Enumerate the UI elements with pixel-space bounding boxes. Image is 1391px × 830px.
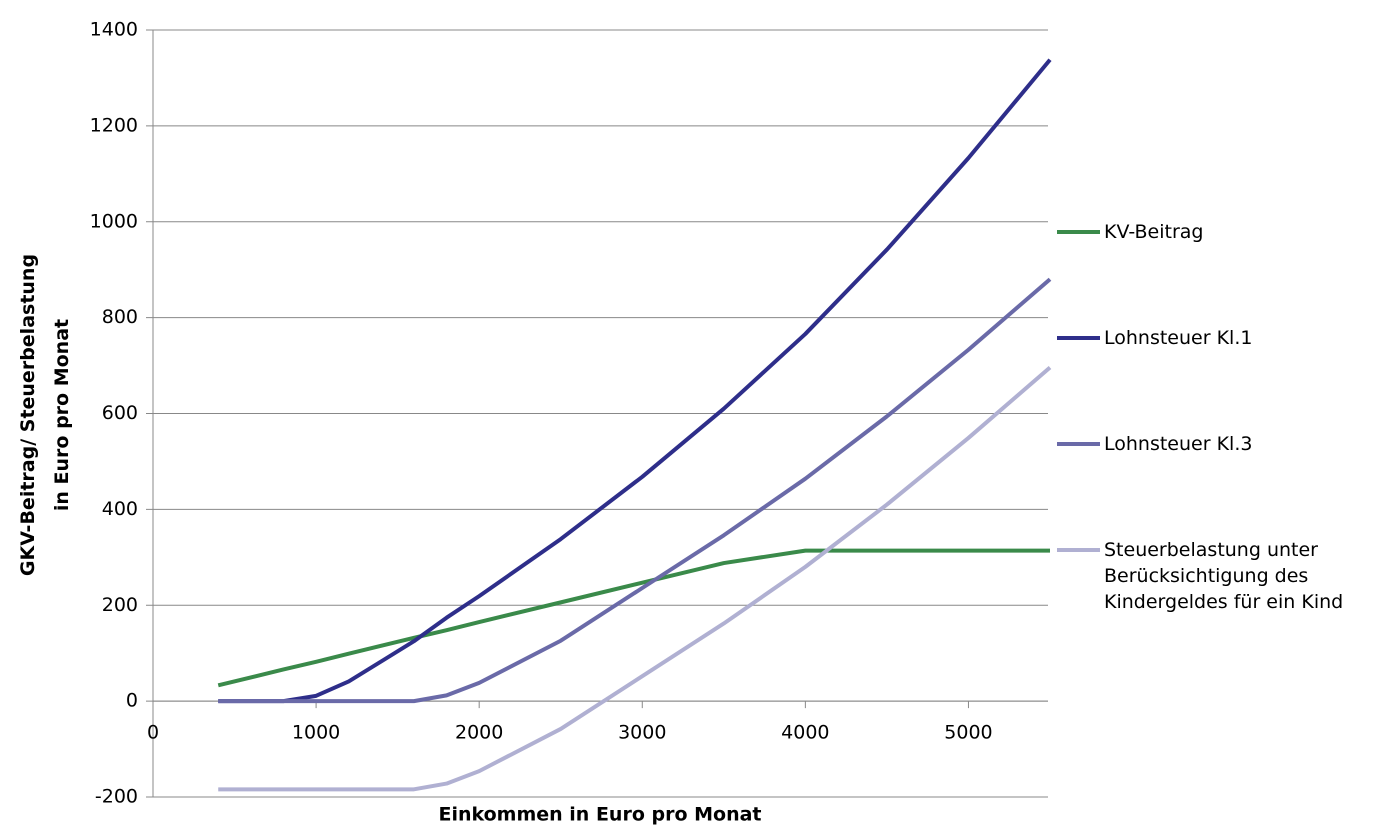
x-tick-label: 2000 [455, 722, 503, 744]
x-tick-label: 4000 [781, 722, 829, 744]
y-tick-label: -200 [95, 786, 138, 808]
legend-label: KV-Beitrag [1104, 221, 1204, 243]
legend-label: Lohnsteuer Kl.3 [1104, 433, 1253, 455]
x-tick-label: 0 [147, 722, 159, 744]
x-tick-label: 1000 [292, 722, 340, 744]
legend-label: Steuerbelastung unter Berücksichtigung d… [1104, 539, 1344, 613]
y-axis-title: GKV-Beitrag/ Steuerbelastung in Euro pro… [17, 253, 73, 577]
series-line [217, 548, 1050, 688]
y-tick-label: 1000 [90, 210, 138, 232]
y-tick-label: 400 [102, 498, 138, 520]
x-axis-title: Einkommen in Euro pro Monat [438, 804, 761, 826]
legend-label: Lohnsteuer Kl.1 [1104, 327, 1253, 349]
y-tick-label: 600 [102, 402, 138, 424]
x-tick-label: 5000 [944, 722, 992, 744]
y-tick-label: 0 [126, 690, 138, 712]
series-line [218, 365, 1052, 792]
y-tick-label: 1200 [90, 114, 138, 136]
series-line [218, 277, 1052, 704]
y-tick-label: 800 [102, 306, 138, 328]
y-tick-label: 1400 [90, 19, 138, 41]
x-tick-label: 3000 [618, 722, 666, 744]
series-line [218, 58, 1052, 704]
y-tick-label: 200 [102, 594, 138, 616]
